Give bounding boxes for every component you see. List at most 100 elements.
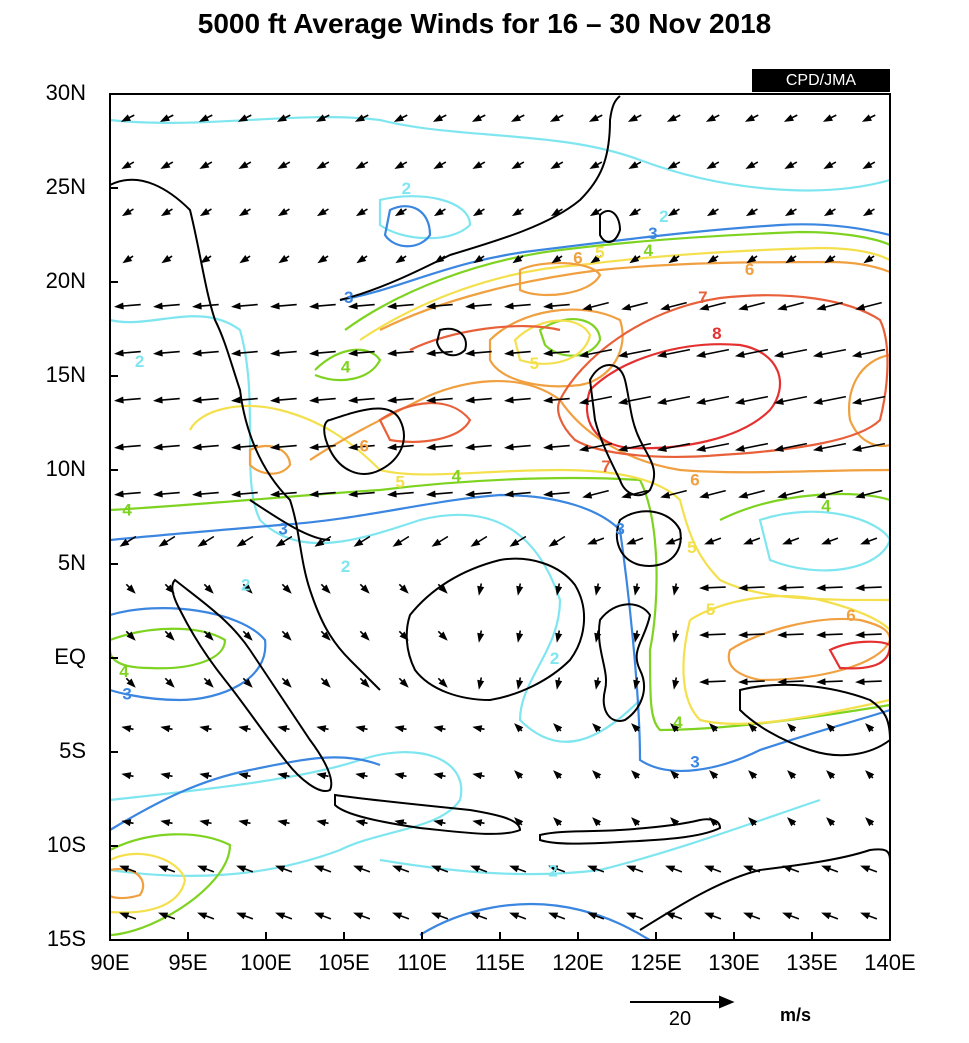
wind-arrow — [477, 630, 485, 643]
wind-arrow — [509, 912, 527, 920]
wind-arrow — [160, 772, 173, 780]
wind-arrow — [629, 255, 641, 264]
wind-arrow — [161, 255, 173, 264]
wind-arrow — [745, 161, 759, 169]
wind-arrow — [398, 630, 409, 641]
wind-arrow — [695, 395, 730, 405]
wind-arrow — [633, 583, 641, 596]
wind-arrow — [743, 865, 761, 873]
coast-hainan — [435, 327, 467, 357]
wind-arrow — [158, 865, 176, 873]
wind-arrow — [277, 772, 290, 780]
wind-arrow — [316, 772, 329, 780]
wind-arrow — [239, 255, 251, 264]
wind-arrow — [359, 630, 370, 641]
wind-arrow — [855, 301, 882, 311]
wind-arrow — [548, 865, 566, 873]
lon-label: 130E — [708, 950, 760, 975]
wind-arrow — [628, 208, 641, 217]
wind-arrow — [387, 349, 414, 357]
wind-arrow — [860, 537, 878, 545]
contour-7 — [409, 325, 561, 351]
wind-arrow — [699, 678, 726, 686]
contour-label: 2 — [402, 179, 411, 198]
wind-arrow — [617, 395, 652, 405]
wind-arrow — [865, 723, 875, 733]
coast-borneo — [405, 557, 586, 702]
contour-label: 8 — [712, 324, 721, 343]
wind-arrow — [656, 348, 691, 358]
wind-arrow — [276, 114, 291, 122]
wind-arrow — [121, 725, 134, 733]
wind-arrow — [242, 583, 253, 594]
wind-arrow — [621, 301, 648, 311]
wind-arrow — [738, 489, 765, 499]
wind-arrow — [465, 443, 492, 451]
wind-arrow — [197, 912, 215, 920]
wind-arrow — [511, 161, 525, 169]
wind-arrow — [114, 302, 141, 310]
wind-arrow — [706, 161, 720, 169]
wind-arrow — [431, 865, 449, 873]
contour-3 — [383, 205, 432, 248]
contour-label: 5 — [530, 354, 539, 373]
wind-arrow — [122, 255, 134, 264]
wind-arrow — [782, 537, 800, 545]
wind-arrow — [203, 583, 214, 594]
coast-sumatra — [171, 578, 333, 792]
wind-arrow — [354, 114, 369, 122]
wind-arrow — [509, 865, 527, 873]
wind-arrow — [773, 395, 808, 405]
wind-arrow — [631, 770, 641, 780]
wind-arrow — [437, 677, 448, 688]
contour-4 — [314, 348, 382, 382]
wind-arrow — [121, 208, 134, 217]
wind-arrow — [785, 255, 797, 264]
contour-label: 4 — [341, 358, 351, 377]
wind-arrow — [699, 489, 726, 499]
wind-arrow — [865, 770, 875, 780]
wind-arrow — [594, 630, 602, 643]
wind-arrow — [387, 443, 414, 451]
wind-arrow — [270, 396, 297, 404]
wind-arrow — [197, 865, 215, 873]
wind-arrow — [514, 723, 524, 733]
contour-5 — [189, 404, 891, 602]
wind-arrow — [633, 630, 641, 643]
wind-arrow — [626, 537, 644, 545]
wind-arrow — [231, 443, 258, 451]
wind-arrow — [160, 819, 173, 827]
coast-taiwan — [599, 210, 622, 243]
wind-arrow — [348, 396, 375, 404]
contour-4 — [719, 492, 891, 521]
wind-arrow — [309, 396, 336, 404]
wind-arrow — [158, 912, 176, 920]
wind-arrow — [670, 817, 680, 827]
lon-label: 105E — [318, 950, 370, 975]
wind-arrow — [394, 161, 408, 169]
wind-arrow — [355, 772, 368, 780]
wind-arrow — [855, 678, 882, 686]
wind-arrow — [231, 349, 258, 357]
wind-arrow — [238, 161, 252, 169]
reference-arrow — [630, 995, 735, 1009]
contour-6 — [379, 260, 891, 331]
wind-arrow — [398, 677, 409, 688]
wind-arrow — [472, 725, 485, 733]
wind-arrow — [277, 725, 290, 733]
wind-arrow — [392, 912, 410, 920]
contour-label: 4 — [122, 500, 132, 519]
contour-label: 4 — [119, 662, 129, 681]
wind-arrow — [543, 349, 570, 357]
axis-ticks — [109, 93, 891, 941]
wind-arrow — [160, 725, 173, 733]
wind-arrow — [745, 208, 758, 217]
wind-arrow — [666, 114, 681, 122]
wind-arrow — [433, 725, 446, 733]
wind-vector-field — [114, 114, 886, 920]
wind-arrow — [348, 302, 375, 310]
map-title: 5000 ft Average Winds for 16 – 30 Nov 20… — [197, 8, 772, 39]
wind-arrow — [514, 817, 524, 827]
wind-arrow — [821, 865, 839, 873]
wind-arrow — [242, 630, 253, 641]
